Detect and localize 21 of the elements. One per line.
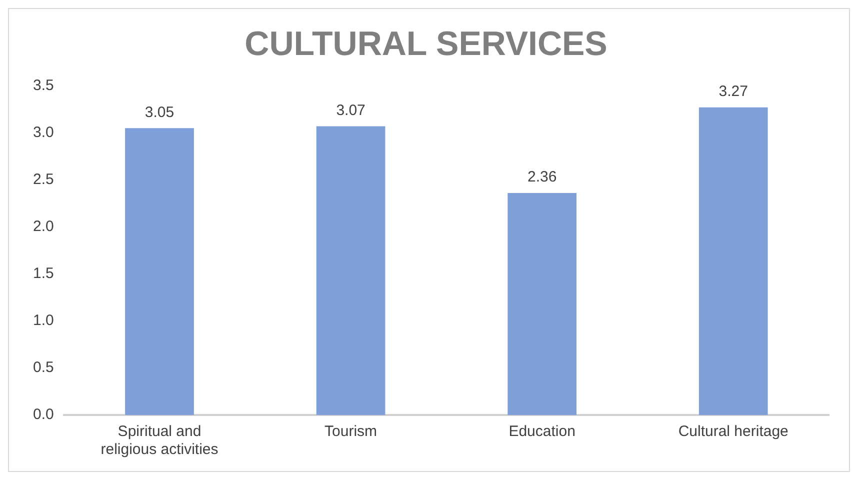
x-tick-label: Education — [508, 423, 576, 440]
data-label: 2.36 — [527, 168, 557, 186]
y-tick-label: 3.0 — [32, 124, 54, 141]
bar — [316, 126, 386, 415]
y-tick-label: 0.0 — [32, 406, 54, 424]
x-tick-label: Cultural heritage — [678, 423, 788, 440]
x-tick-label: Spiritual and religious activities — [100, 423, 218, 458]
bar — [508, 193, 576, 415]
y-tick-label: 2.5 — [32, 171, 54, 188]
y-tick-label: 3.5 — [32, 76, 54, 94]
bar — [125, 128, 194, 415]
y-tick-label: 2.0 — [32, 218, 54, 236]
y-tick-label: 1.0 — [32, 312, 54, 330]
data-label: 3.27 — [718, 83, 748, 100]
bar — [698, 107, 768, 415]
data-label: 3.07 — [336, 102, 366, 119]
y-tick-label: 0.5 — [32, 359, 54, 376]
data-label: 3.05 — [144, 104, 174, 121]
y-tick-label: 1.5 — [32, 265, 54, 282]
chart-title: CULTURAL SERVICES — [244, 24, 608, 63]
x-tick-label: Tourism — [324, 423, 378, 440]
